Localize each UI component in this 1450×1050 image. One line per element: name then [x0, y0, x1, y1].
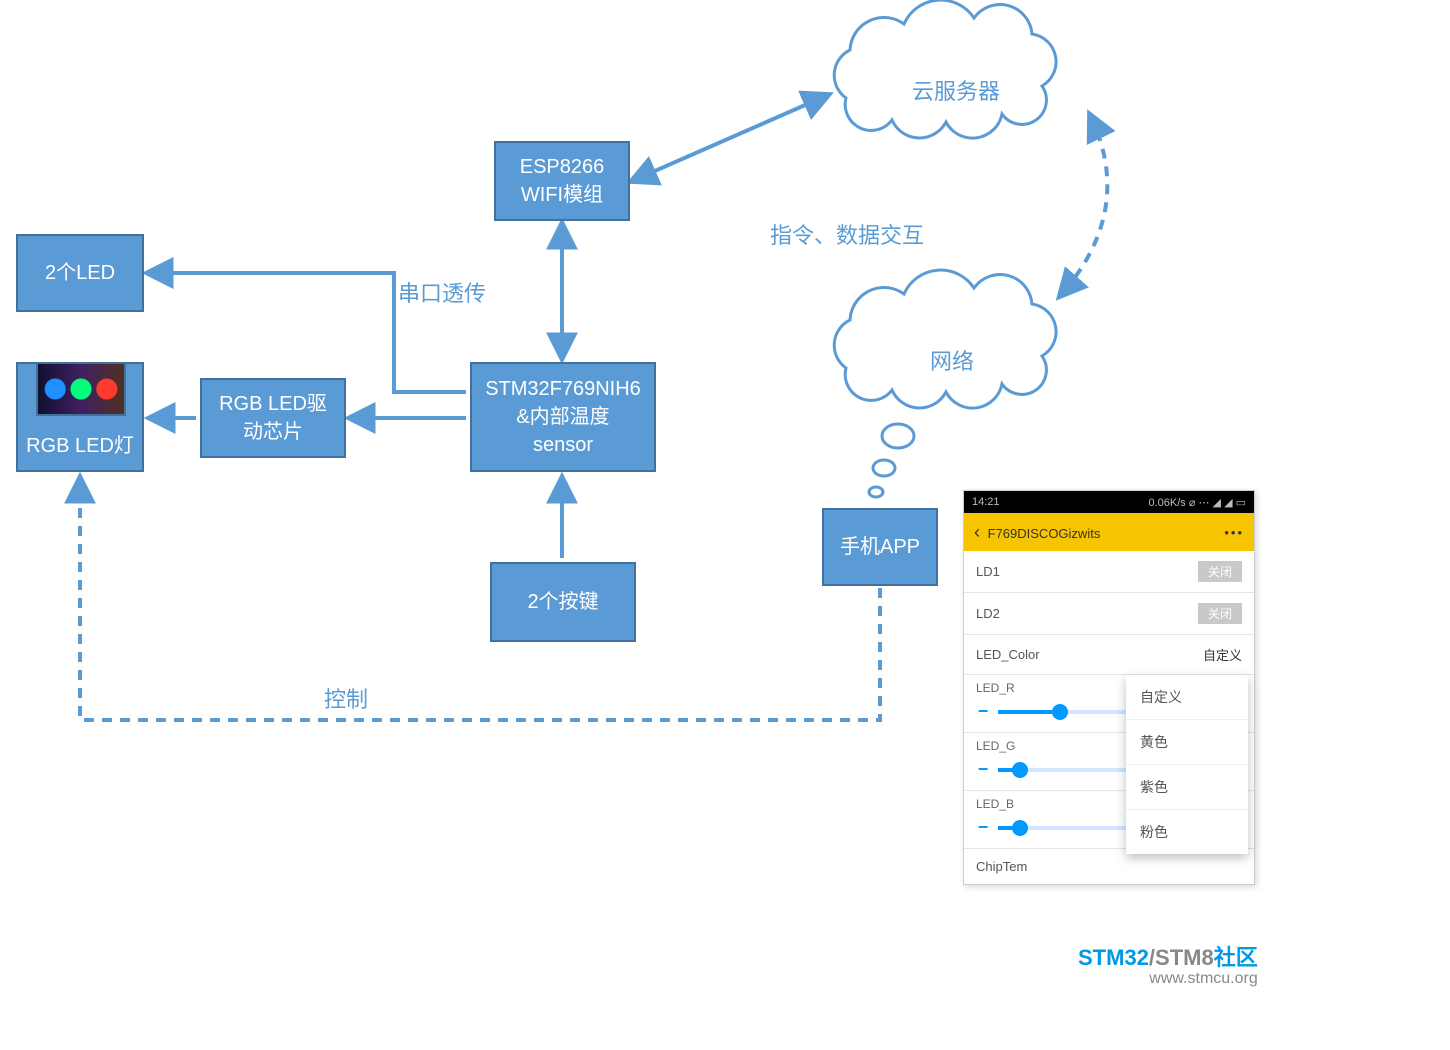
cloud-server-label: 云服务器 [912, 74, 1000, 106]
node-mcu-label: STM32F769NIH6 &内部温度 sensor [485, 375, 641, 459]
node-app: 手机APP [822, 508, 938, 586]
node-wifi-label: ESP8266 WIFI模组 [520, 153, 605, 209]
node-keys-label: 2个按键 [527, 588, 598, 616]
phone-mockup: 14:21 0.06K/s ⌀ ⋯ ◢ ◢ ▭ ‹ F769DISCOGizwi… [963, 490, 1255, 885]
minus-icon[interactable]: − [976, 701, 990, 722]
wm-a: STM32 [1078, 945, 1149, 970]
phone-title: F769DISCOGizwits [988, 526, 1101, 541]
node-keys: 2个按键 [490, 562, 636, 642]
watermark: STM32/STM8社区 www.stmcu.org [1078, 945, 1258, 989]
row-ld1-tag[interactable]: 关闭 [1198, 561, 1242, 582]
node-rgb-driver-label: RGB LED驱 动芯片 [219, 390, 327, 446]
row-chiptem-label: ChipTem [976, 859, 1027, 874]
minus-icon[interactable]: − [976, 817, 990, 838]
row-ld1-label: LD1 [976, 564, 1000, 579]
row-led-color[interactable]: LED_Color 自定义 [964, 635, 1254, 675]
row-ld1[interactable]: LD1 关闭 [964, 551, 1254, 593]
dd-opt-1[interactable]: 黄色 [1126, 720, 1248, 765]
row-chiptem: ChipTem [964, 849, 1254, 884]
more-icon[interactable]: ••• [1224, 525, 1244, 540]
cloud-network-label: 网络 [930, 344, 974, 376]
dd-opt-2[interactable]: 紫色 [1126, 765, 1248, 810]
edge-app-rgb [80, 478, 880, 720]
label-cmd: 指令、数据交互 [770, 218, 924, 250]
node-rgb-driver: RGB LED驱 动芯片 [200, 378, 346, 458]
node-wifi: ESP8266 WIFI模组 [494, 141, 630, 221]
cloud-server [834, 0, 1056, 138]
phone-statusbar: 14:21 0.06K/s ⌀ ⋯ ◢ ◢ ▭ [964, 491, 1254, 513]
edge-server-network [1060, 115, 1107, 296]
row-ld2-tag[interactable]: 关闭 [1198, 603, 1242, 624]
slider-area: LED_R − + LED_G − + LED_B − + 自定义 [964, 675, 1254, 849]
edge-wifi-cloud [632, 95, 828, 181]
row-led-color-label: LED_Color [976, 647, 1040, 662]
node-led2-label: 2个LED [45, 259, 115, 287]
minus-icon[interactable]: − [976, 759, 990, 780]
wm-c: 社区 [1214, 945, 1258, 970]
rgb-led-image [36, 362, 126, 416]
phone-status-time: 14:21 [972, 496, 1000, 508]
node-rgb-label: RGB LED灯 [26, 432, 134, 460]
wm-url: www.stmcu.org [1078, 970, 1258, 988]
node-led2: 2个LED [16, 234, 144, 312]
dd-opt-3[interactable]: 粉色 [1126, 810, 1248, 854]
label-serial: 串口透传 [398, 276, 486, 308]
label-control: 控制 [324, 682, 368, 714]
color-dropdown[interactable]: 自定义 黄色 紫色 粉色 [1126, 675, 1248, 854]
back-icon[interactable]: ‹ [974, 522, 980, 542]
phone-titlebar[interactable]: ‹ F769DISCOGizwits ••• [964, 513, 1254, 551]
wm-b: /STM8 [1149, 945, 1214, 970]
row-led-color-value: 自定义 [1203, 645, 1242, 664]
node-mcu: STM32F769NIH6 &内部温度 sensor [470, 362, 656, 472]
row-ld2[interactable]: LD2 关闭 [964, 593, 1254, 635]
phone-status-right: 0.06K/s ⌀ ⋯ ◢ ◢ ▭ [1148, 496, 1246, 509]
cloud-network [834, 270, 1056, 497]
node-app-label: 手机APP [840, 533, 920, 561]
row-ld2-label: LD2 [976, 606, 1000, 621]
dd-opt-0[interactable]: 自定义 [1126, 675, 1248, 720]
